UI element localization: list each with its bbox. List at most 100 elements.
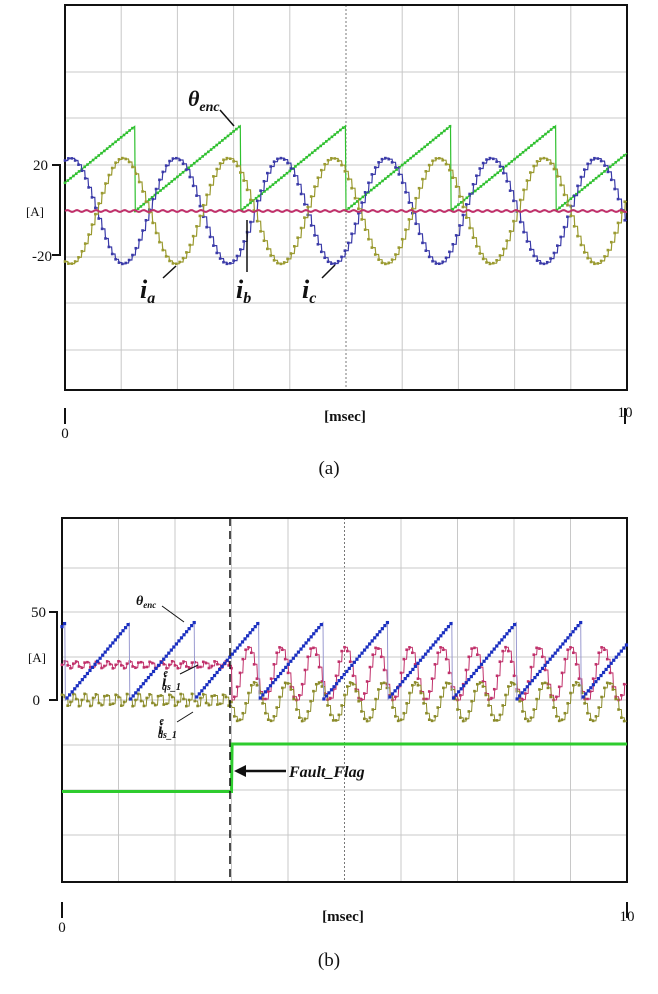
point-i_qs_1 (591, 677, 595, 680)
point-i_qs_1 (574, 663, 578, 666)
point-theta_enc (173, 177, 176, 181)
point-i_qs_1 (247, 646, 250, 649)
point-i_qs_1 (266, 690, 270, 693)
point-theta_enc (482, 182, 485, 186)
x-label-a: [msec] (324, 409, 366, 425)
point-i_ds_1 (586, 711, 589, 715)
point-i_a (309, 224, 313, 227)
point-theta_enc (294, 653, 298, 657)
arrow-ia (162, 265, 177, 279)
point-theta_enc (150, 196, 154, 199)
point-i_ds_1 (495, 719, 499, 722)
point-theta_enc (207, 150, 210, 154)
point-i_a (596, 157, 600, 160)
point-i_ds_1 (122, 700, 126, 704)
point-i_c (127, 160, 131, 164)
point-theta_enc (350, 663, 354, 667)
point-i_c (208, 183, 212, 187)
point-theta_enc (205, 683, 209, 687)
point-i_qs_1 (283, 657, 287, 661)
point-theta_enc (322, 697, 326, 701)
point-theta_enc (434, 640, 438, 644)
point-theta_enc (429, 646, 433, 650)
point-i_c (235, 164, 239, 168)
point-i_qs_1 (402, 657, 406, 661)
point-i_ds_1 (275, 706, 278, 709)
point-theta_enc (126, 622, 130, 627)
point-theta_enc (347, 666, 351, 671)
point-i_qs_1 (362, 692, 366, 695)
point-i_c (609, 240, 613, 244)
point-i_qs_1 (360, 698, 363, 701)
y-tick-50: 50 (31, 605, 46, 621)
point-theta_enc (201, 155, 204, 158)
point-i_qs_1 (100, 666, 103, 670)
point-i_a (505, 179, 509, 183)
point-i_c (603, 255, 606, 258)
point-i_qs_1 (210, 664, 214, 668)
point-theta_enc (220, 664, 224, 668)
y-bracket-b (49, 611, 58, 701)
point-i_a (188, 175, 192, 179)
point-i_qs_1 (238, 671, 242, 675)
point-i_ds_1 (611, 688, 615, 691)
point-i_c (73, 260, 77, 263)
point-theta_enc (464, 681, 468, 685)
point-i_ds_1 (227, 704, 230, 707)
point-theta_enc (608, 165, 612, 169)
point-theta_enc (591, 179, 595, 182)
point-theta_enc (136, 688, 140, 692)
point-theta_enc (385, 620, 390, 625)
y-tick-20: 20 (33, 158, 48, 174)
arrow-theta-a (219, 109, 235, 127)
point-theta_enc (386, 175, 390, 178)
point-i_ds_1 (348, 681, 352, 684)
point-i_a (191, 184, 195, 188)
point-theta_enc (421, 655, 425, 659)
point-theta_enc (312, 632, 316, 636)
point-i_a (508, 189, 512, 192)
point-i_a (299, 192, 303, 196)
point-theta_enc (197, 692, 201, 696)
point-i_qs_1 (278, 646, 281, 649)
point-i_ds_1 (538, 688, 541, 691)
point-i_a (316, 242, 320, 246)
point-i_ds_1 (374, 697, 377, 701)
point-i_a (542, 262, 546, 266)
point-i_c (566, 203, 569, 207)
point-i_qs_1 (504, 645, 507, 649)
point-theta_enc (187, 166, 190, 170)
point-i_c (491, 261, 495, 265)
point-i_a (390, 161, 394, 164)
point-theta_enc (159, 660, 163, 664)
point-i_ds_1 (264, 711, 267, 715)
point-i_a (613, 187, 616, 191)
point-theta_enc (434, 136, 438, 140)
point-theta_enc (561, 204, 564, 207)
point-theta_enc (271, 681, 275, 685)
point-i_ds_1 (501, 704, 504, 707)
point-i_a (239, 248, 242, 251)
point-i_c (215, 167, 219, 171)
point-i_ds_1 (105, 694, 109, 697)
point-theta_enc (617, 652, 621, 656)
point-i_qs_1 (179, 662, 182, 665)
point-theta_enc (499, 169, 502, 172)
point-i_qs_1 (145, 665, 149, 669)
point-theta_enc (251, 628, 255, 632)
point-theta_enc (144, 679, 148, 683)
point-i_ds_1 (111, 702, 115, 706)
point-theta_enc (619, 649, 623, 653)
point-i_c (370, 246, 374, 249)
point-theta_enc (462, 684, 466, 688)
point-theta_enc (528, 682, 532, 686)
point-i_ds_1 (603, 686, 606, 690)
point-theta_enc (94, 156, 98, 160)
point-i_c (131, 165, 134, 169)
point-theta_enc (179, 636, 184, 640)
point-theta_enc (291, 656, 295, 660)
point-theta_enc (229, 132, 233, 135)
point-i_qs_1 (382, 668, 386, 672)
point-i_a (168, 159, 171, 163)
point-theta_enc (327, 691, 331, 695)
